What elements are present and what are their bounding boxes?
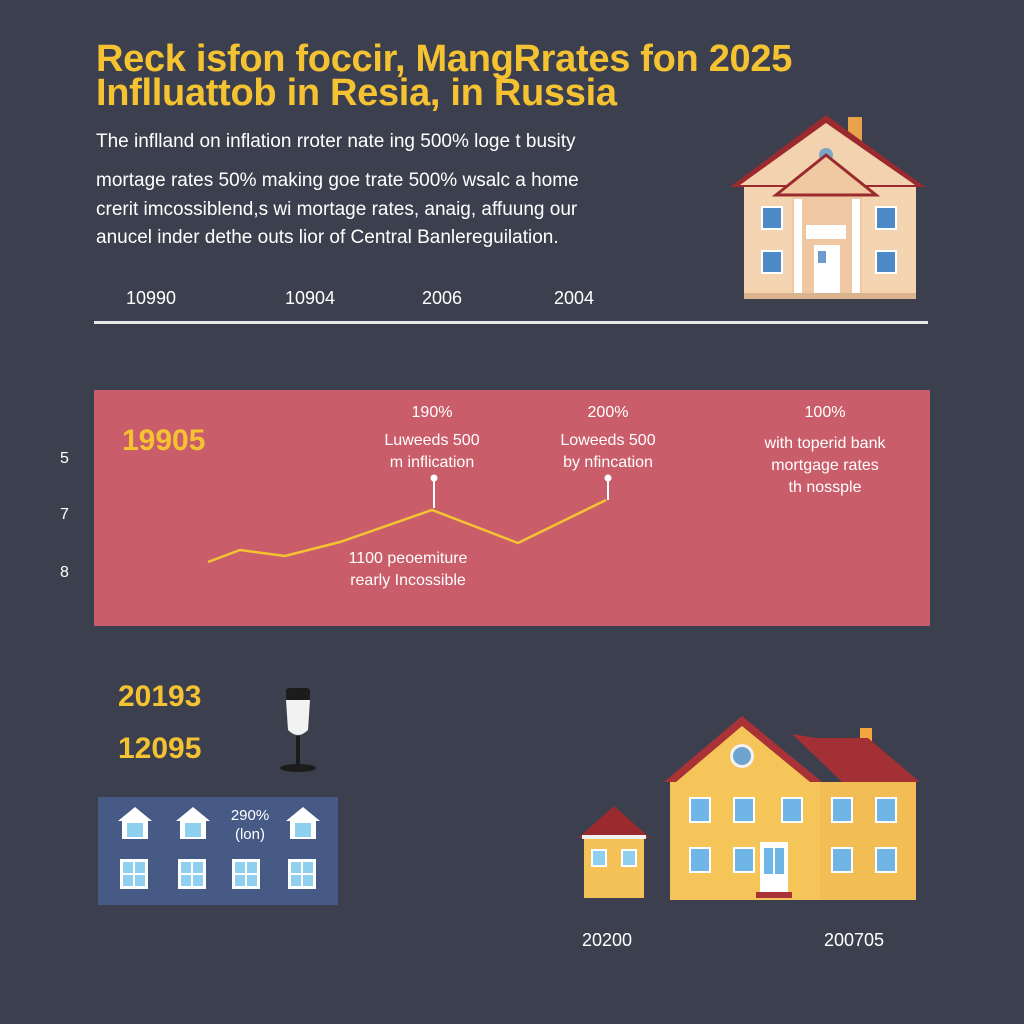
grid-window-icon-4 [288, 859, 316, 889]
chart-panel [94, 390, 930, 626]
grid-window-icon-1 [120, 859, 148, 889]
page-title-line-2: Inflluattob in Resia, in Russia [96, 72, 617, 114]
bottom-year-label-2: 200705 [824, 930, 885, 950]
annotation-1-pct: 190% [411, 404, 453, 421]
lower-note: 1100 peoemiture rearly Incossible [328, 548, 488, 592]
small-house-icon [578, 806, 650, 898]
annotation-3-line-3: th nossple [788, 479, 862, 496]
top-house-icon [730, 115, 925, 299]
grid-window-icon-3 [232, 859, 260, 889]
page-title-line-1: Reck isfon foccir, MangRrates fon 2025 [96, 38, 793, 80]
grid-percent-sub: (lon) [234, 826, 265, 843]
intro-line-4: anucel inder dethe outs lior of Central … [96, 227, 559, 248]
annotation-1: 190% Luweeds 500 m inflication [362, 402, 502, 474]
y-tick-7: 7 [60, 506, 69, 523]
timeline-line [94, 321, 928, 324]
bottom-year-2: 12095 [118, 732, 202, 765]
timeline-label-4: 2004 [554, 288, 595, 308]
grid-window-icons [120, 859, 316, 889]
grid-house-icon-2 [176, 807, 210, 839]
y-tick-5: 5 [60, 450, 69, 467]
timeline-label-1: 10990 [126, 288, 177, 308]
annotation-2-line-2: by nfincation [563, 454, 653, 471]
trend-line [207, 498, 607, 564]
annotation-3-pct: 100% [804, 404, 846, 421]
annotation-3: 100% with toperid bank mortgage rates th… [735, 402, 915, 499]
annotation-3-line-2: mortgage rates [771, 457, 879, 474]
grid-percent-label: 290% (lon) [222, 806, 278, 844]
grid-house-icon-1 [118, 807, 152, 839]
annotation-1-line-2: m inflication [389, 454, 475, 471]
y-tick-8: 8 [60, 564, 69, 581]
grid-percent: 290% [230, 807, 270, 824]
lower-note-line-1: 1100 peoemiture [348, 550, 468, 567]
housing-grid-icons [118, 807, 320, 889]
annotation-3-line-1: with toperid bank [764, 435, 886, 452]
grid-house-icon-3 [286, 807, 320, 839]
intro-line-1: The inflland on inflation rroter nate in… [96, 131, 576, 152]
timeline-label-3: 2006 [422, 288, 463, 308]
bottom-year-1: 20193 [118, 680, 202, 713]
annotation-1-line-1: Luweeds 500 [384, 432, 480, 449]
intro-line-2: mortage rates 50% making goe trate 500% … [96, 170, 579, 191]
lower-note-line-2: rearly Incossible [350, 572, 466, 589]
microphone-icon [280, 688, 316, 772]
annotation-2-pct: 200% [587, 404, 629, 421]
annotation-2: 200% Loweeds 500 by nfincation [538, 402, 678, 474]
bottom-year-label-1: 20200 [582, 930, 633, 950]
intro-line-3: crerit imcossiblend,s wi mortage rates, … [96, 199, 578, 220]
grid-house-icons [118, 807, 320, 839]
pin-2-head [604, 474, 612, 482]
chart-year-label: 19905 [122, 424, 206, 457]
pin-1-head [430, 474, 438, 482]
timeline-label-2: 10904 [285, 288, 336, 308]
large-house-icon [664, 716, 920, 900]
grid-window-icon-2 [178, 859, 206, 889]
annotation-2-line-1: Loweeds 500 [560, 432, 656, 449]
